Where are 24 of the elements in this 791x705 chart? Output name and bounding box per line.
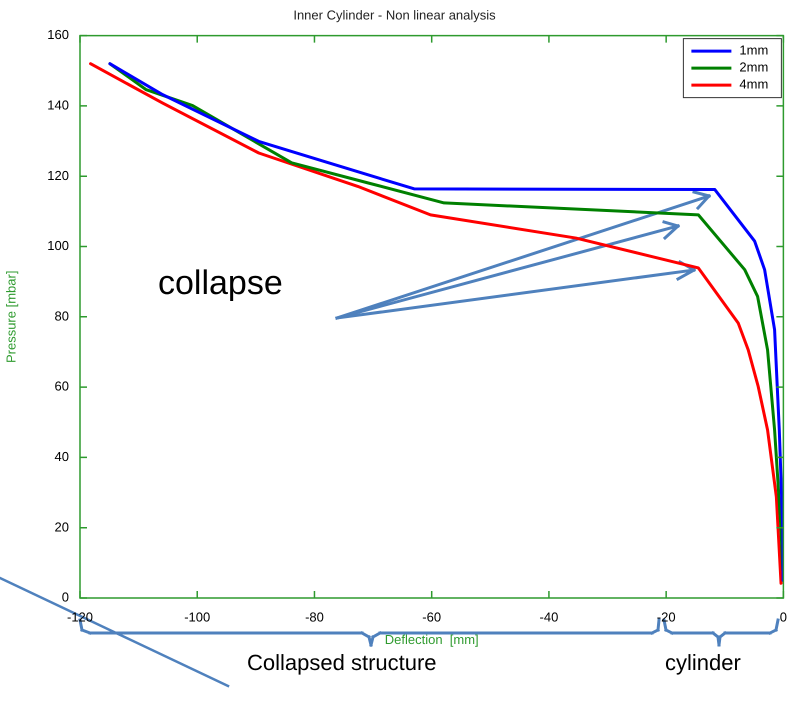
- y-tick-label: 80: [54, 308, 69, 324]
- x-tick-label: -60: [422, 609, 442, 624]
- legend-label: 4mm: [739, 76, 768, 92]
- y-tick-label: 100: [47, 238, 69, 254]
- x-tick-label: 0: [780, 609, 787, 624]
- x-tick-label: -40: [540, 609, 558, 624]
- y-axis-title: Pressure [mbar]: [3, 270, 18, 364]
- y-tick-label: 140: [47, 97, 69, 112]
- y-tick-label: 60: [54, 378, 69, 394]
- text: Collapsed structure: [247, 650, 437, 676]
- y-tick-label: 40: [54, 448, 69, 464]
- x-tick-label: -80: [305, 609, 324, 624]
- legend-label: 1mm: [739, 42, 768, 58]
- y-tick-label: 20: [54, 519, 69, 534]
- annotation: collapse: [158, 264, 283, 303]
- text: cylinder: [665, 650, 741, 676]
- x-axis-title: Deflection [mm]: [384, 632, 479, 647]
- y-tick-label: 0: [62, 590, 69, 605]
- legend-label: 2mm: [739, 60, 768, 75]
- x-tick-label: -20: [656, 609, 676, 624]
- chart-title: Inner Cylinder - Non linear analysis: [293, 7, 496, 22]
- x-tick-label: -100: [184, 609, 210, 624]
- y-tick-label: 160: [47, 27, 69, 42]
- y-tick-label: 120: [47, 168, 69, 183]
